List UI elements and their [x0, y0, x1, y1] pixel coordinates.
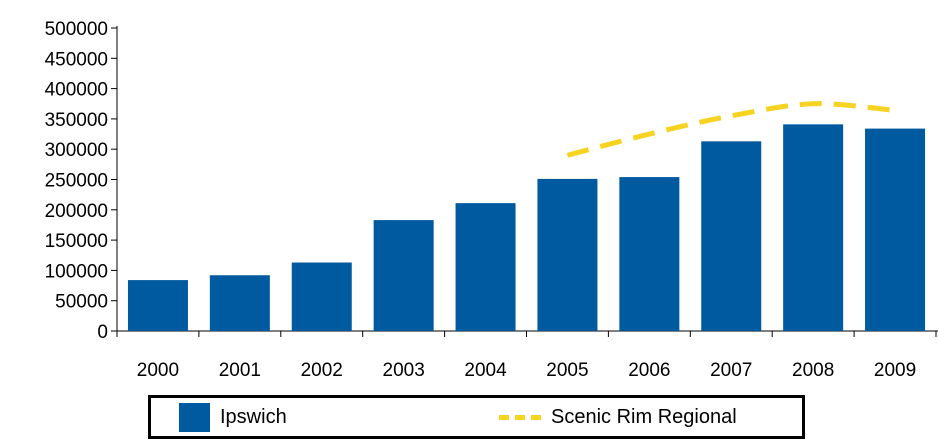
bar-ipswich-2004 — [455, 203, 516, 331]
bar-ipswich-2003 — [373, 220, 434, 331]
bar-ipswich-2000 — [127, 280, 188, 331]
y-tick-label: 0 — [97, 322, 108, 343]
y-tick-label: 100000 — [45, 261, 108, 282]
x-tick-label: 2000 — [137, 360, 179, 381]
y-axis: 5000004500004000003500003000002500002000… — [45, 19, 118, 343]
y-tick-label: 350000 — [45, 110, 108, 131]
bar-ipswich-2006 — [619, 177, 680, 331]
bar-ipswich-2009 — [865, 128, 926, 331]
y-tick-label: 50000 — [55, 292, 108, 313]
bar-ipswich-2002 — [291, 262, 352, 331]
legend-item-ipswich: Ipswich — [179, 398, 287, 436]
x-tick-label: 2002 — [301, 360, 343, 381]
y-tick-label: 200000 — [45, 201, 108, 222]
y-tick-label: 450000 — [45, 49, 108, 70]
bar-series-ipswich — [127, 124, 926, 331]
y-tick-label: 300000 — [45, 140, 108, 161]
line-series-scenic-rim-regional — [566, 101, 896, 158]
x-axis: 2000 2001 2002 2003 2004 2005 2006 2007 2008 2009 — [116, 330, 938, 381]
line-scenic-rim-regional — [566, 101, 896, 158]
bar-ipswich-2007 — [701, 141, 762, 331]
legend: Ipswich Scenic Rim Regional — [148, 395, 805, 439]
legend-swatch-ipswich — [179, 402, 210, 432]
y-tick-label: 250000 — [45, 171, 108, 192]
x-tick-label: 2003 — [383, 360, 425, 381]
bar-ipswich-2008 — [783, 124, 844, 331]
x-tick-label: 2004 — [464, 360, 507, 381]
x-tick-label: 2006 — [628, 360, 670, 381]
x-tick-label: 2008 — [792, 360, 834, 381]
x-tick-label: 2007 — [710, 360, 752, 381]
legend-item-scenic-rim-regional: Scenic Rim Regional — [499, 398, 737, 436]
y-tick-label: 400000 — [45, 80, 108, 101]
legend-swatch-scenic-rim-regional — [499, 414, 541, 420]
bar-ipswich-2001 — [209, 275, 270, 331]
legend-label-scenic-rim-regional: Scenic Rim Regional — [551, 405, 737, 428]
bar-ipswich-2005 — [537, 178, 598, 331]
x-tick-label: 2005 — [546, 360, 588, 381]
x-tick-label: 2009 — [874, 360, 916, 381]
y-tick-label: 150000 — [45, 231, 108, 252]
x-tick-label: 2001 — [219, 360, 261, 381]
chart: 5000004500004000003500003000002500002000… — [45, 19, 938, 381]
y-tick-label: 500000 — [45, 19, 108, 40]
legend-label-ipswich: Ipswich — [220, 405, 287, 428]
